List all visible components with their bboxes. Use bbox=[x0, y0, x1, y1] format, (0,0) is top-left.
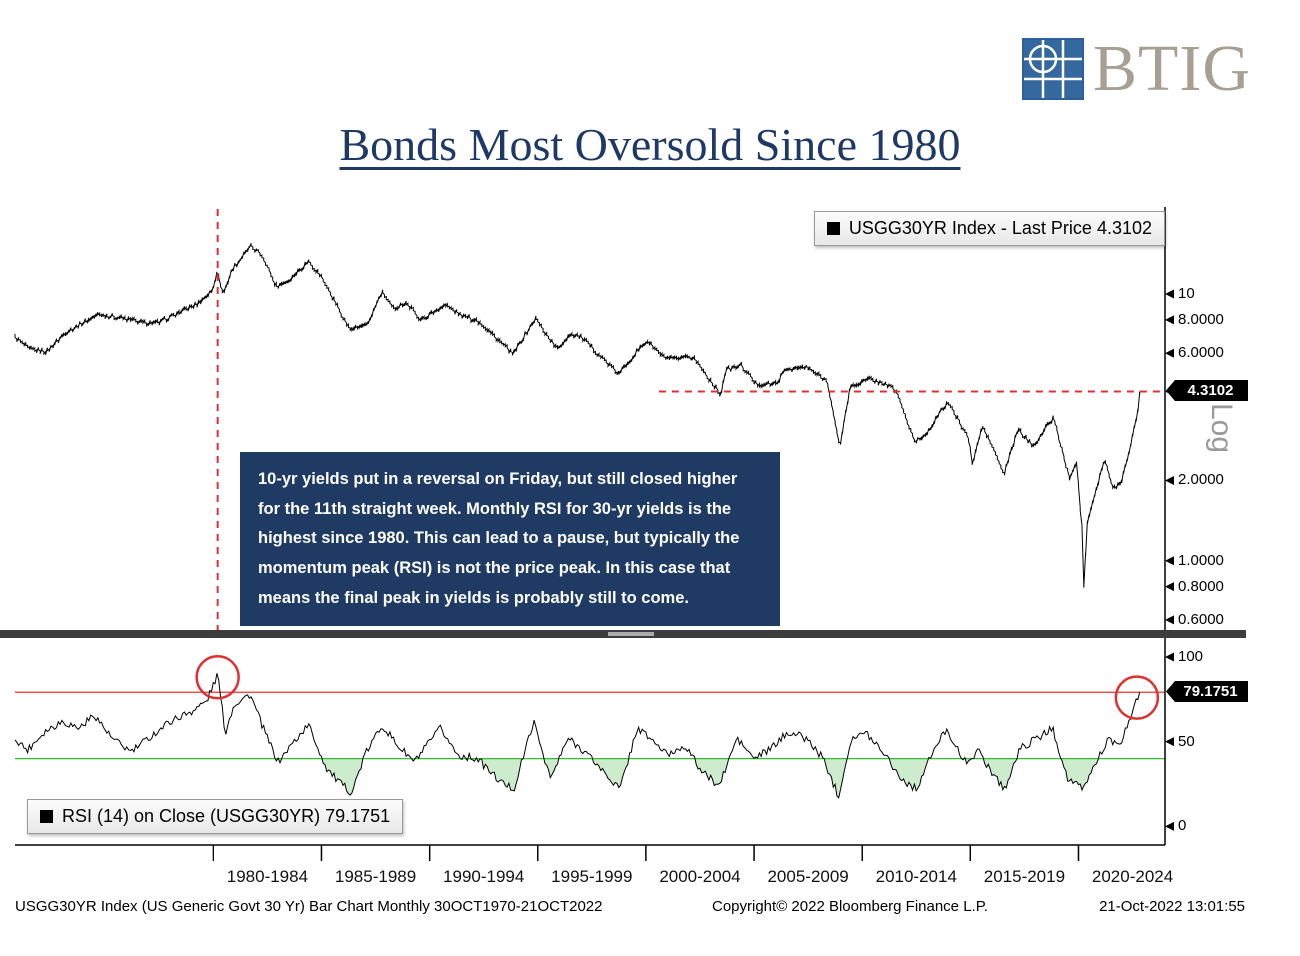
annotation-box: 10-yr yields put in a reversal on Friday… bbox=[240, 452, 780, 627]
y-axis-tick-arrow-icon bbox=[1165, 348, 1174, 358]
btig-logo: BTIG bbox=[1022, 32, 1251, 105]
y-axis-tick-label: 50 bbox=[1178, 732, 1195, 750]
rsi-peak-circle-1980 bbox=[195, 655, 240, 700]
price-series-line bbox=[14, 243, 1141, 588]
btig-logo-text: BTIG bbox=[1093, 32, 1251, 105]
page-title: Bonds Most Oversold Since 1980 bbox=[339, 119, 961, 170]
x-axis-period-label: 1980-1984 bbox=[226, 867, 309, 886]
annotation-text: 10-yr yields put in a reversal on Friday… bbox=[258, 470, 740, 607]
x-axis-period-label: 2000-2004 bbox=[659, 867, 741, 886]
y-axis-tick-label: 1.0000 bbox=[1178, 551, 1224, 569]
log-scale-label[interactable]: Log bbox=[1205, 402, 1238, 454]
x-axis-period-label: 2015-2019 bbox=[983, 867, 1066, 886]
price-legend-text: USGG30YR Index - Last Price 4.3102 bbox=[848, 218, 1152, 238]
y-axis-tick-arrow-icon bbox=[1165, 821, 1174, 831]
y-axis-tick-label: 0.6000 bbox=[1178, 610, 1224, 628]
y-axis-tick-label: 0.8000 bbox=[1178, 577, 1224, 595]
y-axis-tick-label: 8.0000 bbox=[1178, 310, 1224, 328]
last-price-value: 4.3102 bbox=[1187, 382, 1234, 399]
footer-description: USGG30YR Index (US Generic Govt 30 Yr) B… bbox=[15, 898, 603, 915]
x-axis-period-label: 2005-2009 bbox=[767, 867, 849, 886]
y-axis-tick-arrow-icon bbox=[1165, 615, 1174, 625]
y-axis-tick-label: 6.0000 bbox=[1178, 344, 1224, 362]
rsi-last-value-axis-badge: 79.1751 bbox=[1166, 681, 1248, 702]
footer-timestamp: 21-Oct-2022 13:01:55 bbox=[1099, 898, 1245, 915]
y-axis-tick-arrow-icon bbox=[1165, 475, 1174, 485]
rsi-peak-circle-2022 bbox=[1114, 675, 1160, 720]
rsi-legend-text: RSI (14) on Close (USGG30YR) 79.1751 bbox=[62, 806, 391, 826]
x-axis-period-label: 1995-1999 bbox=[551, 867, 633, 886]
series-swatch-icon bbox=[826, 222, 840, 235]
y-axis-tick-arrow-icon bbox=[1165, 289, 1174, 299]
x-axis-period-label: 1985-1989 bbox=[334, 867, 417, 886]
y-axis-tick-label: 100 bbox=[1178, 647, 1204, 665]
series-swatch-icon bbox=[40, 810, 53, 823]
x-axis-period-label: 2010-2014 bbox=[875, 867, 957, 886]
x-axis-period-label: 1990-1994 bbox=[443, 867, 525, 886]
x-axis-period-label: 2020-2024 bbox=[1091, 867, 1174, 886]
y-axis-tick-label: 0 bbox=[1178, 817, 1187, 835]
y-axis-tick-arrow-icon bbox=[1165, 556, 1174, 566]
y-axis-tick-arrow-icon bbox=[1165, 737, 1174, 747]
rsi-last-value: 79.1751 bbox=[1183, 683, 1238, 700]
last-price-axis-badge: 4.3102 bbox=[1166, 380, 1248, 401]
y-axis-tick-label: 2.0000 bbox=[1178, 471, 1224, 489]
btig-grid-square-icon bbox=[1022, 38, 1084, 100]
y-axis-tick-arrow-icon bbox=[1165, 652, 1174, 662]
y-axis-tick-label: 10 bbox=[1178, 285, 1195, 303]
panel-divider[interactable] bbox=[0, 630, 1246, 638]
divider-drag-handle[interactable] bbox=[608, 632, 654, 636]
y-axis-tick-arrow-icon bbox=[1165, 582, 1174, 592]
y-axis-tick-arrow-icon bbox=[1165, 315, 1174, 325]
footer-copyright: Copyright© 2022 Bloomberg Finance L.P. bbox=[712, 898, 988, 915]
rsi-legend[interactable]: RSI (14) on Close (USGG30YR) 79.1751 bbox=[27, 799, 404, 834]
rsi-series-line bbox=[14, 673, 1141, 799]
rsi-below-support-fill bbox=[15, 758, 1140, 798]
price-legend[interactable]: USGG30YR Index - Last Price 4.3102 bbox=[813, 211, 1165, 246]
